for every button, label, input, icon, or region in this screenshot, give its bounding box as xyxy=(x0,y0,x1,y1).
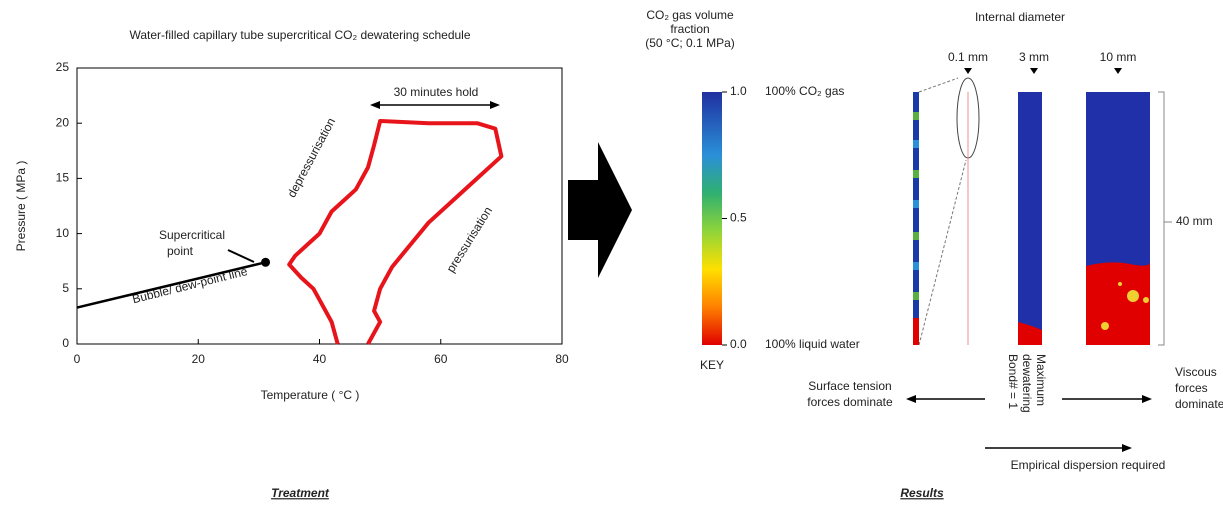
marker xyxy=(1030,68,1038,74)
center-label: Maximum xyxy=(1034,354,1048,406)
colorbar-label: 100% CO₂ gas xyxy=(765,84,844,98)
arrow-head xyxy=(906,395,916,403)
transition-arrow xyxy=(568,142,632,278)
annotation: 30 minutes hold xyxy=(394,85,479,99)
colorbar-tick-label: 0.5 xyxy=(730,211,747,225)
arrow-label: forces dominate xyxy=(807,395,893,409)
y-tick-label: 5 xyxy=(62,281,69,295)
arrow-head xyxy=(490,101,500,109)
x-tick-label: 0 xyxy=(74,352,81,366)
x-tick-label: 60 xyxy=(434,352,448,366)
colorbar-tick-label: 1.0 xyxy=(730,84,747,98)
x-axis-label: Temperature ( °C ) xyxy=(261,388,360,402)
arrow-head xyxy=(370,101,380,109)
y-tick-label: 0 xyxy=(62,336,69,350)
center-label: dewatering xyxy=(1020,354,1034,413)
annotation: Supercritical xyxy=(159,228,225,242)
bracket xyxy=(1158,92,1172,345)
arrow-label: Empirical dispersion required xyxy=(1011,458,1166,472)
marker xyxy=(964,68,972,74)
diameter-label: 3 mm xyxy=(1019,50,1049,64)
annotation: depressurisation xyxy=(284,115,338,199)
chart-title: Water-filled capillary tube supercritica… xyxy=(129,28,470,42)
arrow-label: dominate xyxy=(1175,397,1223,411)
caption: Results xyxy=(900,486,944,500)
arrow-label: forces xyxy=(1175,381,1208,395)
height-label: 40 mm xyxy=(1176,214,1213,228)
annotation: pressurisation xyxy=(444,204,495,275)
figure: Water-filled capillary tube supercritica… xyxy=(0,0,1223,508)
y-axis-label: Pressure ( MPa ) xyxy=(14,161,28,252)
x-tick-label: 80 xyxy=(555,352,569,366)
diameter-label: 10 mm xyxy=(1100,50,1137,64)
x-tick-label: 40 xyxy=(313,352,327,366)
diameter-title: Internal diameter xyxy=(975,10,1065,24)
colorbar-title: fraction xyxy=(670,22,709,36)
arrow-label: Surface tension xyxy=(808,379,891,393)
key: KEY xyxy=(700,358,724,372)
diagram: CO₂ gas volume fraction (50 °C; 0.1 MPa)… xyxy=(645,8,1223,500)
colorbar xyxy=(702,92,722,345)
tube-10mm xyxy=(1086,92,1150,345)
tube-small xyxy=(913,78,979,345)
y-tick-label: 15 xyxy=(56,171,70,185)
diameter-label: 0.1 mm xyxy=(948,50,988,64)
marker xyxy=(1114,68,1122,74)
tube-3mm xyxy=(1018,92,1042,345)
annotation: point xyxy=(167,244,194,258)
y-tick-label: 10 xyxy=(56,226,70,240)
colorbar-tick-label: 0.0 xyxy=(730,337,747,351)
y-tick-label: 25 xyxy=(56,60,70,74)
point xyxy=(261,258,270,267)
colorbar-title: CO₂ gas volume xyxy=(646,8,734,22)
arrow-head xyxy=(1122,444,1132,452)
center-label: Bond# = 1 xyxy=(1006,354,1020,409)
series-line xyxy=(77,262,266,307)
arrow-head xyxy=(1142,395,1152,403)
colorbar-title: (50 °C; 0.1 MPa) xyxy=(645,36,735,50)
chart: Water-filled capillary tube supercritica… xyxy=(14,28,569,500)
caption: Treatment xyxy=(271,486,330,500)
y-tick-label: 20 xyxy=(56,115,70,129)
arrow-label: Viscous xyxy=(1175,365,1217,379)
x-tick-label: 20 xyxy=(192,352,206,366)
colorbar-label: 100% liquid water xyxy=(765,337,860,351)
pointer xyxy=(228,250,254,262)
